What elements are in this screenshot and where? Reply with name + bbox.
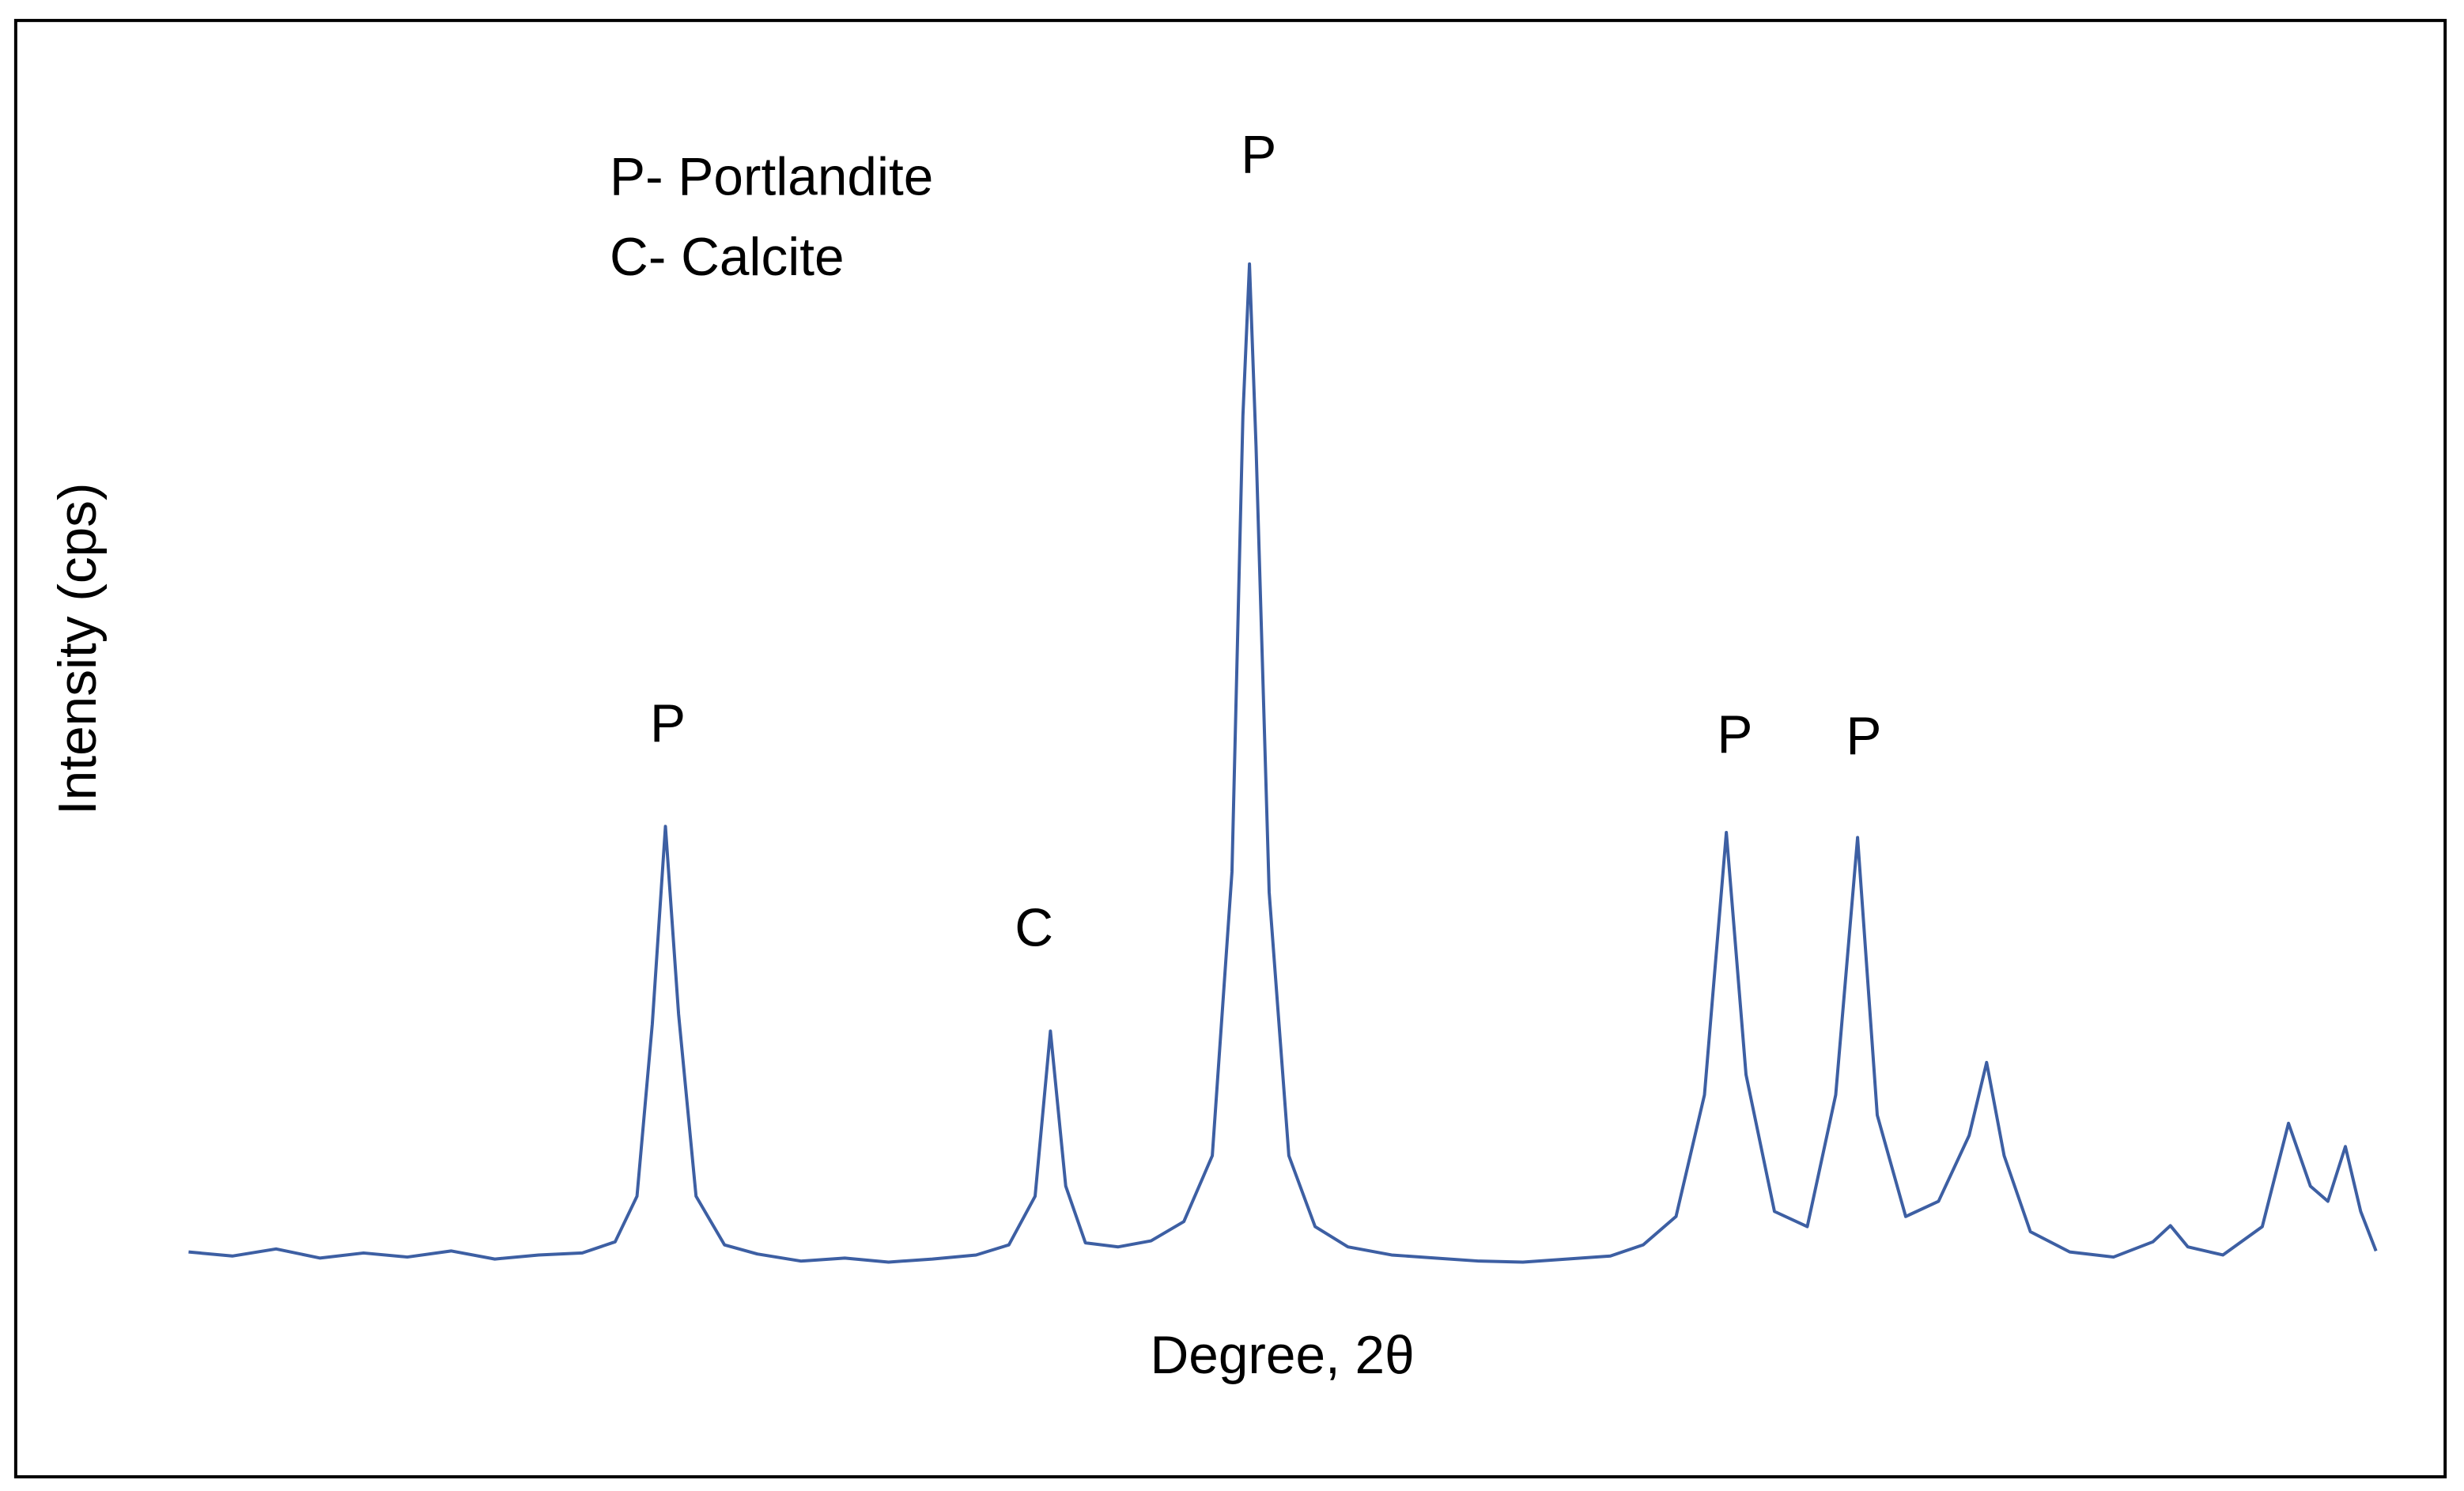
y-axis-label: Intensity (cps): [48, 483, 108, 815]
legend-note: C- Calcite: [610, 228, 845, 287]
peak-label: P: [1241, 126, 1276, 185]
x-axis-label: Degree, 2θ: [1150, 1326, 1414, 1385]
chart-frame: [13, 18, 2447, 1479]
peak-label: P: [650, 694, 686, 753]
peak-label: P: [1717, 705, 1752, 764]
peak-label: C: [1015, 898, 1053, 957]
peak-label: P: [1846, 707, 1881, 766]
spectrum-line: [188, 262, 2378, 1264]
legend-note: P- Portlandite: [610, 147, 933, 206]
